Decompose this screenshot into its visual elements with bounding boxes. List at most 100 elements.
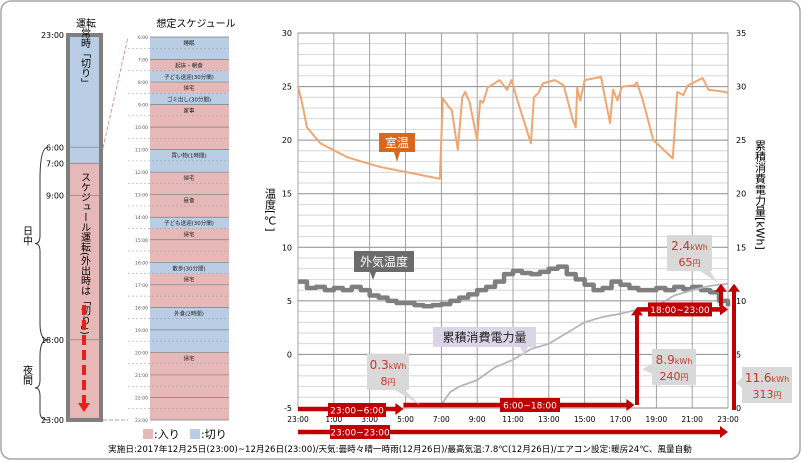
operation-on-block [68,163,101,420]
schedule-panel: 23:00 6:00 7:00 9:00 18:00 23:00 常時「切り」スケジュール運… [21,27,229,441]
room-temp-label: 室温 [385,135,409,150]
schedule-label: 睡眠 [183,39,195,47]
y-axis-label: 温度[℃] [264,188,277,232]
x-tick-label: 21:00 [681,415,703,424]
day-callout-box [652,349,696,385]
schedule-hour-label: 12:00 [135,170,148,176]
y-tick-label: -5 [284,404,292,413]
x-tick-label: 23:00 [287,415,309,424]
y-tick-label: 10 [282,243,292,252]
evening-callout-kwh: 2.4kWh [671,239,708,253]
schedule-label: 家事 [183,107,195,115]
schedule-title: 想定スケジュール [156,17,235,30]
energy-label: 累積消費電力量 [442,329,526,344]
chart-series [297,75,731,406]
night-callout-kwh-value: 0.3 [370,358,389,372]
schedule-hour-label: 14:00 [135,215,148,221]
all-arrow-head-icon [720,426,728,438]
schedule-label: 帰宅 [183,231,195,239]
y-tick-label: 20 [282,136,292,145]
schedule-label: 起床・朝食 [175,62,203,70]
schedule-hour-label: 10:00 [135,125,148,131]
schedule-block [150,273,229,308]
evening-callout-kwh-value: 2.4 [671,239,690,253]
y-tick-label: 25 [282,83,292,92]
night-brace [34,339,49,421]
y2-tick-label: 0 [736,404,741,413]
period-night-label: 23:00~6:00 [330,407,384,417]
schedule-hour-label: 15:00 [135,238,148,244]
schedule-hour-label: 9:00 [138,103,148,109]
operation-time-label: 7:00 [46,159,64,168]
schedule-block [150,93,229,105]
night-callout-yen-unit: 円 [388,378,396,387]
energy-label-pointer [520,347,528,355]
y2-tick-label: 5 [736,350,741,359]
operation-title: 運転 [76,18,96,30]
y2-tick-label: 30 [736,83,746,92]
x-tick-label: 11:00 [502,415,524,424]
operation-bar-frame [66,33,103,422]
series-line-cumulative-energy [440,282,729,406]
caption: 実施日:2017年12月25日(23:00)~12月26日(23:00)/天気:… [108,443,692,455]
night-arrow-head-icon [395,403,404,415]
schedule-hour-label: 11:00 [135,148,148,154]
day-arrow-head-icon [626,399,635,411]
schedule-hour-label: 7:00 [138,58,148,64]
schedule-label: 帰宅 [183,84,195,92]
evening-callout-box [667,235,712,271]
period-all-label: 23:00~23:00 [330,429,390,439]
schedule-label: 子ども送迎(30分間) [164,73,214,81]
period-all-label-box [330,425,390,439]
total-callout-pointer [736,378,742,388]
y-tick-label: 0 [287,350,292,359]
y2-tick-label: 10 [736,297,746,306]
legend-on-swatch [143,429,153,439]
day-callout-kwh: 8.9kWh [656,353,693,367]
x-tick-label: 1:00 [325,415,342,424]
x-tick-label: 13:00 [538,415,560,424]
total-callout-kwh-unit: kWh [772,375,790,384]
schedule-block [150,262,229,274]
evening-callout-kwh-unit: kWh [690,243,708,252]
evening-energy-arrow-head-icon [715,283,727,292]
schedule-hour-label: 16:00 [135,260,148,266]
room-temp-label-box [379,133,415,152]
day-callout-yen-unit: 円 [681,373,689,382]
operation-time-label: 18:00 [41,336,64,345]
schedule-hour-label: 22:00 [135,395,148,401]
energy-label-box [433,327,536,347]
x-tick-label: 9:00 [469,415,486,424]
operation-arrow-head-icon [78,403,90,412]
operation-off-label: 常時「切り」 [79,27,91,88]
evening-callout-yen-value: 65 [679,256,693,269]
operation-time-label: 6:00 [46,143,64,152]
schedule-block [150,59,229,71]
y-tick-label: 15 [282,190,292,199]
night-callout-yen: 8円 [381,375,396,388]
chart-ticks: -5 0 5 10 15 20 25 30 0 5 10 15 20 25 30 35 23:00 1:00 3:0… [264,29,767,424]
period-night-label-box [328,403,386,417]
schedule-block [150,70,229,83]
daytime-label: 日中 [21,226,33,247]
x-tick-label: 17:00 [610,415,632,424]
day-callout-yen: 240円 [660,370,689,383]
legend-off-label: :切り [201,428,227,441]
schedule-label: 帰宅 [183,174,195,182]
day-callout-pointer [642,364,652,374]
schedule-hour-label: 6:00 [138,35,148,41]
night-callout-kwh: 0.3kWh [370,358,407,372]
period-day-label-box [500,398,560,412]
schedule-hour-label: 19:00 [135,328,148,334]
daytime-brace [34,146,49,341]
evening-callout-pointer [700,271,718,283]
schedule-block [150,228,229,263]
schedule-label: 子ども送迎(30分間) [164,219,214,227]
schedule-hour-label: 18:00 [135,305,148,311]
outdoor-temp-label: 外気温度 [360,254,408,269]
period-evening-label: 18:00~23:00 [650,306,710,316]
room-temp-label-pointer [394,152,400,162]
schedule-hour-label: 8:00 [138,80,148,86]
period-day-label: 6:00~18:00 [503,402,557,412]
